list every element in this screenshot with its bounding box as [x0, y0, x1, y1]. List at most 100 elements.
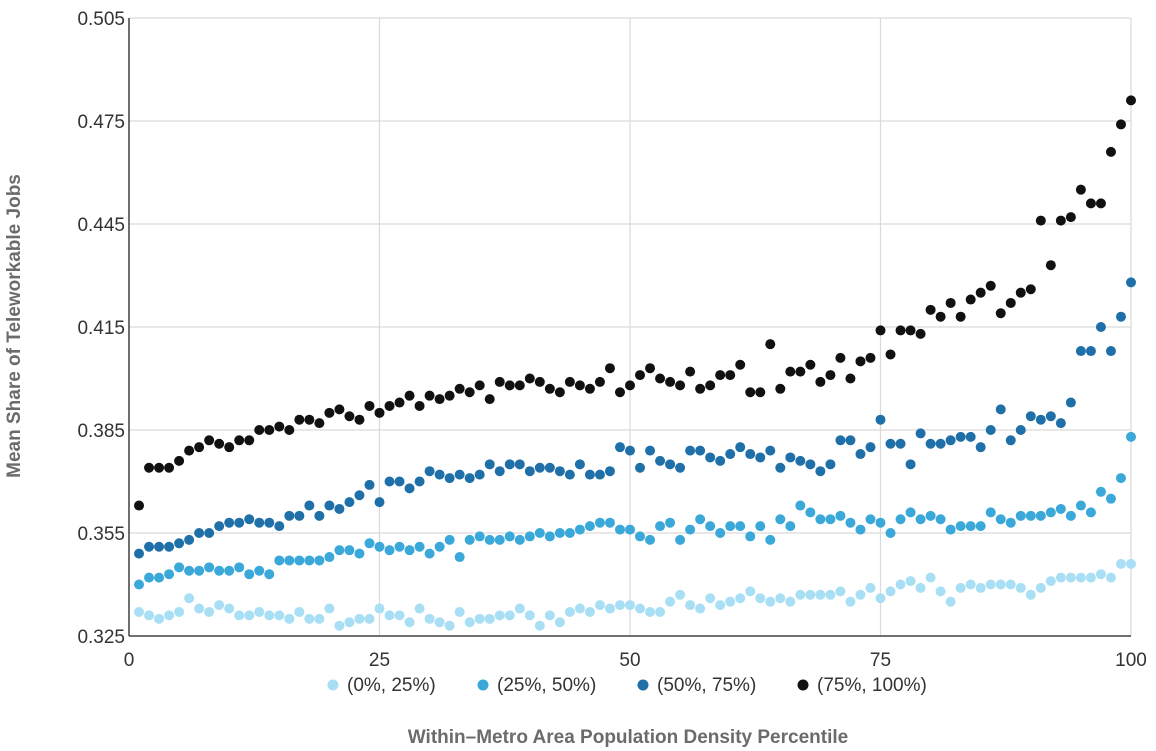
- data-point: [1015, 582, 1026, 593]
- data-point: [604, 517, 615, 528]
- data-point: [875, 414, 886, 425]
- data-point: [1085, 198, 1096, 209]
- data-point: [655, 373, 666, 384]
- data-point: [765, 445, 776, 456]
- y-tick-label: 0.385: [77, 421, 125, 442]
- data-point: [635, 603, 646, 614]
- legend-label: (50%, 75%): [657, 675, 756, 696]
- data-point: [625, 600, 635, 611]
- data-point: [845, 596, 856, 607]
- data-point: [735, 359, 746, 370]
- data-point: [614, 387, 625, 398]
- data-point: [364, 479, 375, 490]
- data-point: [905, 576, 916, 587]
- data-point: [554, 387, 565, 398]
- data-point: [614, 524, 625, 535]
- data-point: [685, 366, 696, 377]
- data-point: [845, 435, 856, 446]
- data-point: [645, 606, 656, 617]
- data-point: [825, 370, 836, 381]
- data-point: [625, 380, 635, 391]
- data-point: [935, 311, 946, 322]
- data-point: [314, 510, 325, 521]
- data-point: [695, 383, 706, 394]
- data-point: [705, 521, 716, 532]
- data-point: [1045, 260, 1056, 271]
- data-point: [665, 459, 676, 470]
- data-point: [995, 308, 1006, 319]
- grid: [129, 17, 1132, 637]
- data-point: [955, 311, 966, 322]
- data-point: [454, 383, 465, 394]
- data-point: [614, 600, 625, 611]
- data-point: [564, 606, 575, 617]
- data-point: [835, 510, 846, 521]
- data-point: [304, 555, 315, 566]
- data-point: [965, 521, 976, 532]
- data-point: [494, 534, 505, 545]
- data-point: [995, 579, 1006, 590]
- data-point: [865, 514, 876, 525]
- data-point: [1045, 576, 1056, 587]
- data-point: [594, 517, 605, 528]
- data-point: [394, 541, 405, 552]
- data-point: [514, 380, 525, 391]
- data-point: [414, 603, 425, 614]
- data-point: [1005, 297, 1016, 308]
- data-point: [995, 514, 1006, 525]
- series-points: [134, 277, 1136, 559]
- data-point: [404, 483, 415, 494]
- data-point: [885, 528, 896, 538]
- x-axis-title: Within–Metro Area Population Density Per…: [408, 727, 848, 748]
- data-point: [204, 528, 215, 538]
- data-point: [244, 435, 255, 446]
- data-point: [234, 562, 245, 573]
- data-point: [344, 497, 355, 508]
- data-point: [234, 610, 245, 621]
- data-point: [424, 613, 435, 624]
- data-point: [584, 469, 595, 480]
- y-tick-label: 0.355: [77, 524, 125, 545]
- data-point: [274, 421, 285, 432]
- data-point: [1075, 572, 1086, 583]
- data-point: [364, 538, 375, 549]
- data-point: [604, 603, 615, 614]
- data-point: [885, 438, 896, 449]
- data-point: [394, 610, 405, 621]
- data-point: [725, 596, 736, 607]
- data-point: [234, 517, 245, 528]
- data-point: [224, 565, 235, 576]
- data-point: [1025, 510, 1036, 521]
- data-point: [404, 390, 415, 401]
- data-point: [484, 613, 495, 624]
- data-point: [494, 610, 505, 621]
- data-point: [715, 600, 726, 611]
- data-point: [534, 462, 545, 473]
- data-point: [1065, 212, 1076, 223]
- data-point: [454, 606, 465, 617]
- data-point: [334, 620, 345, 631]
- data-point: [534, 620, 545, 631]
- data-point: [965, 579, 976, 590]
- data-point: [905, 507, 916, 518]
- data-point: [625, 445, 635, 456]
- data-point: [865, 582, 876, 593]
- data-point: [715, 370, 726, 381]
- data-point: [795, 589, 806, 600]
- data-point: [945, 524, 956, 535]
- data-point: [1105, 572, 1116, 583]
- data-point: [354, 613, 365, 624]
- data-point: [214, 438, 225, 449]
- data-point: [494, 466, 505, 477]
- data-point: [885, 349, 896, 360]
- data-point: [715, 528, 726, 538]
- data-point: [725, 449, 736, 460]
- data-point: [1055, 503, 1066, 514]
- series-points: [134, 558, 1136, 631]
- legend-item: (50%, 75%): [637, 675, 756, 696]
- data-point: [314, 613, 325, 624]
- data-point: [685, 524, 696, 535]
- legend-marker: [327, 679, 339, 691]
- data-point: [134, 548, 145, 559]
- data-point: [845, 517, 856, 528]
